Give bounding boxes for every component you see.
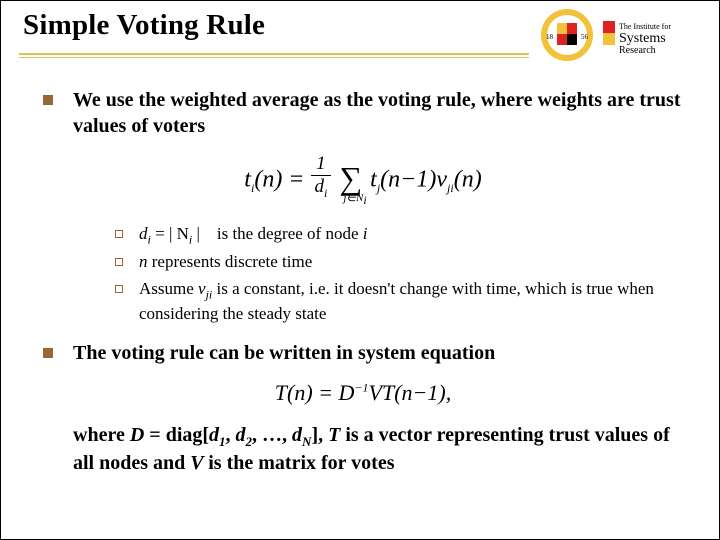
sub-text-3: Assume vji is a constant, i.e. it doesn'… xyxy=(139,278,683,326)
svg-text:Systems: Systems xyxy=(619,31,666,46)
svg-text:The Institute for: The Institute for xyxy=(619,22,671,31)
sub-bullet-3: Assume vji is a constant, i.e. it doesn'… xyxy=(115,278,683,326)
bullet-text: We use the weighted average as the votin… xyxy=(73,87,683,139)
square-bullet-icon xyxy=(43,348,53,358)
where-clause: where D = diag[d1, d2, …, dN], T is a ve… xyxy=(43,422,683,478)
sub-bullet-1: di = | Ni | is the degree of node i xyxy=(115,223,683,248)
sub-bullet-2: n represents discrete time xyxy=(115,251,683,274)
formula-weighted-average: ti(n) = 1di ∑j∈Ni tj(n−1)vji(n) xyxy=(43,157,683,205)
umd-logo: 18 56 xyxy=(539,7,595,63)
title-underline xyxy=(19,53,529,58)
hollow-square-bullet-icon xyxy=(115,258,123,266)
formula-system-equation: T(n) = D−1VT(n−1), xyxy=(43,380,683,406)
header: Simple Voting Rule 18 56 The Institute f… xyxy=(1,1,719,69)
svg-text:Research: Research xyxy=(619,45,656,55)
svg-text:56: 56 xyxy=(581,33,589,41)
sub-text-1: di = | Ni | is the degree of node i xyxy=(139,223,367,248)
isr-logo: The Institute for Systems Research xyxy=(603,17,703,55)
hollow-square-bullet-icon xyxy=(115,285,123,293)
sub-text-2: n represents discrete time xyxy=(139,251,312,274)
sub-bullet-list: di = | Ni | is the degree of node i n re… xyxy=(115,223,683,326)
square-bullet-icon xyxy=(43,95,53,105)
svg-text:18: 18 xyxy=(546,33,554,41)
bullet-main-2: The voting rule can be written in system… xyxy=(43,340,683,366)
hollow-square-bullet-icon xyxy=(115,230,123,238)
bullet-text: The voting rule can be written in system… xyxy=(73,340,495,366)
bullet-main-1: We use the weighted average as the votin… xyxy=(43,87,683,139)
content: We use the weighted average as the votin… xyxy=(1,69,719,477)
